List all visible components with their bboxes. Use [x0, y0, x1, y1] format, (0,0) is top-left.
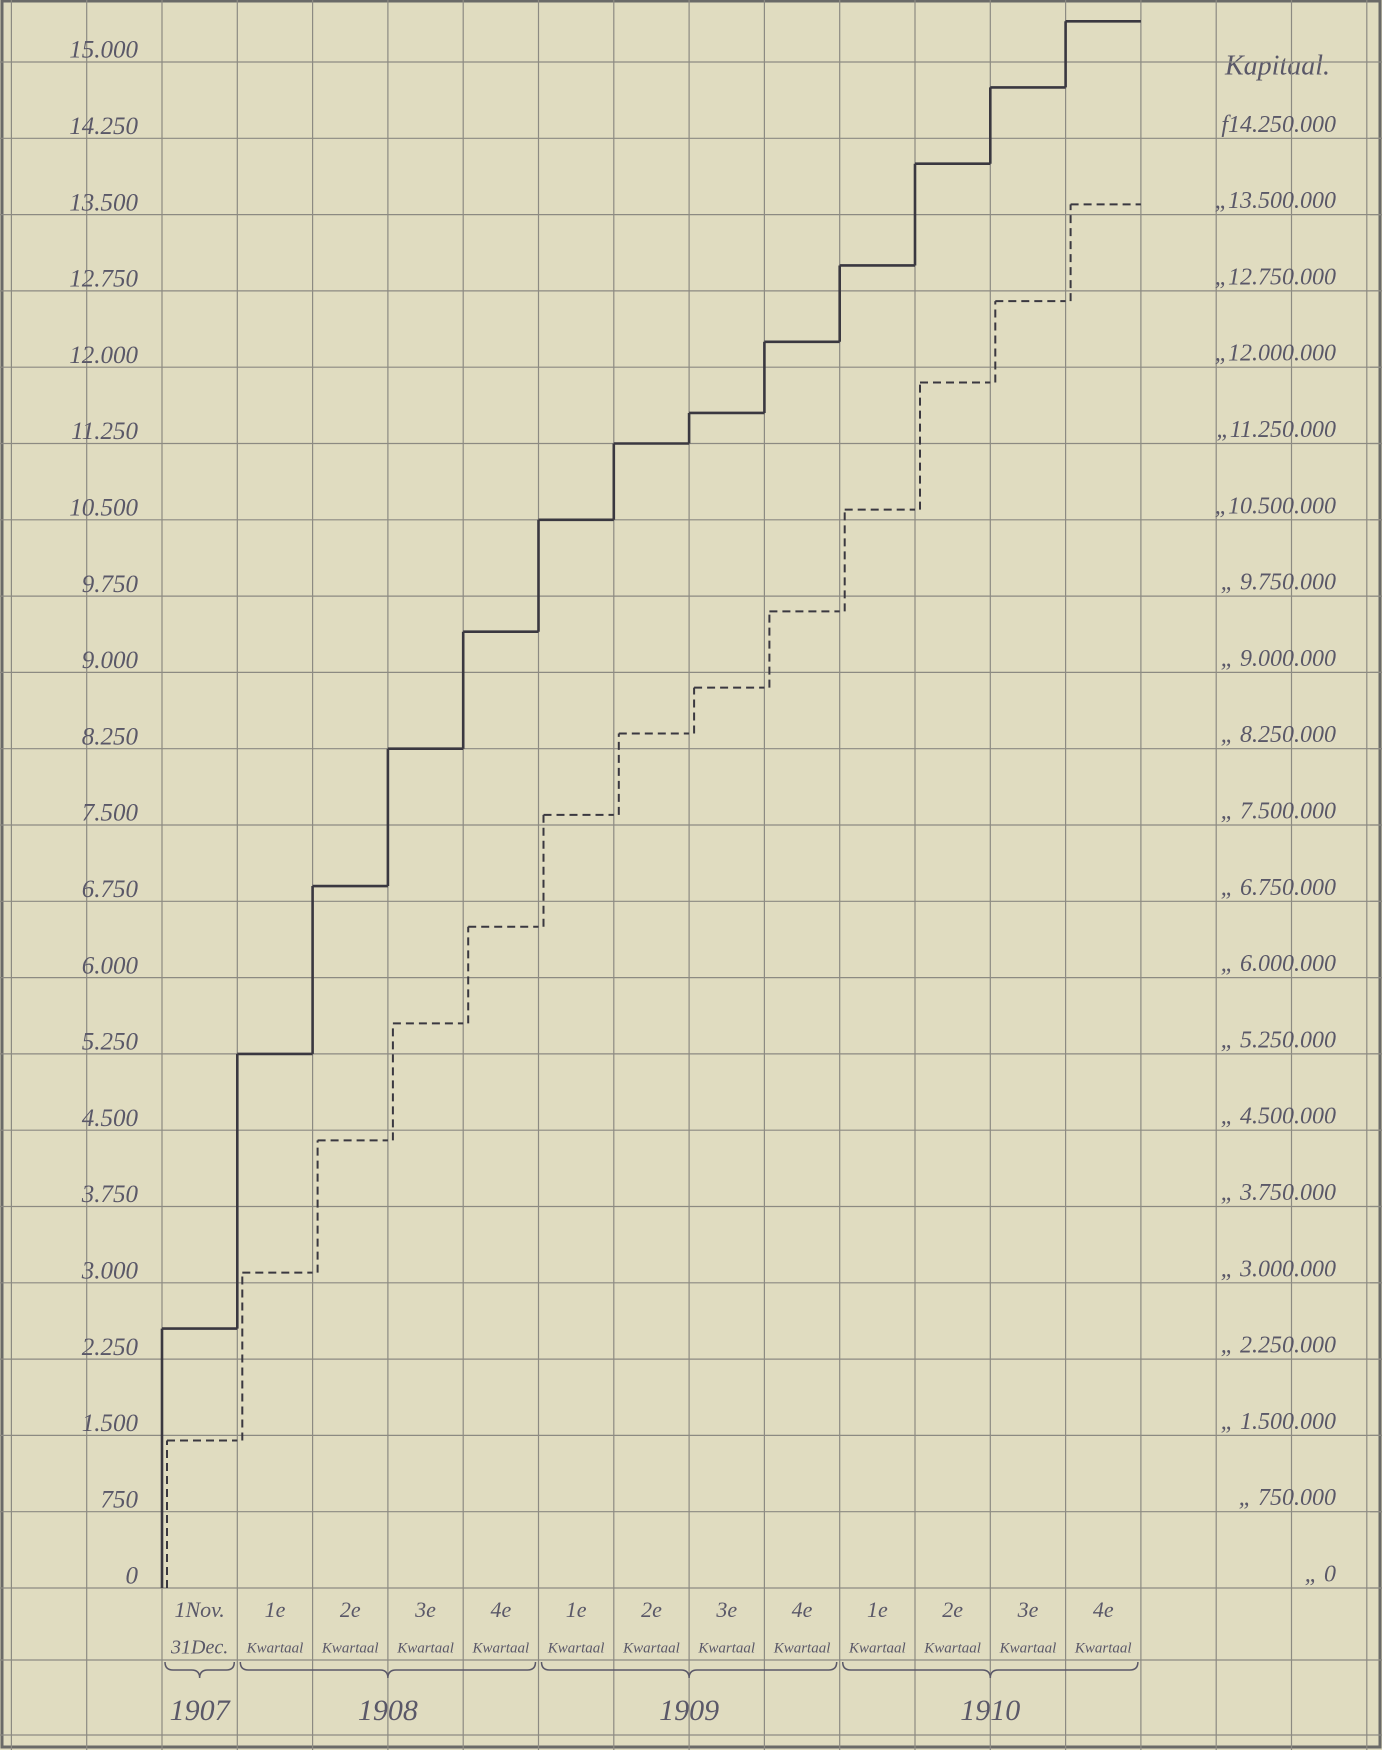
y-tick-label: 15.000: [69, 37, 138, 64]
year-label: 1907: [170, 1694, 232, 1727]
y2-tick-label: „12.000.000: [1215, 341, 1336, 367]
x-tick-label: Kwartaal: [396, 1640, 454, 1656]
y2-tick-label: „ 9.000.000: [1221, 646, 1336, 672]
x-tick-label: 1e: [265, 1597, 286, 1622]
x-tick-label: 4e: [490, 1597, 511, 1622]
y-tick-label: 6.750: [82, 876, 139, 903]
y2-tick-label: „ 2.250.000: [1221, 1333, 1336, 1359]
y2-tick-label: „ 0: [1305, 1562, 1336, 1588]
y2-tick-label: „ 5.250.000: [1221, 1027, 1336, 1053]
x-tick-label: 2e: [942, 1597, 963, 1622]
x-tick-label: Kwartaal: [848, 1640, 906, 1656]
x-tick-label: 2e: [641, 1597, 662, 1622]
y-tick-label: 4.500: [82, 1105, 139, 1132]
y-tick-label: 0: [126, 1563, 139, 1590]
x-tick-label: Kwartaal: [547, 1640, 605, 1656]
y-tick-label: 2.250: [82, 1334, 139, 1361]
y-tick-label: 12.000: [69, 342, 138, 369]
y2-tick-label: „11.250.000: [1216, 417, 1336, 443]
x-tick-label: Kwartaal: [697, 1640, 755, 1656]
y-tick-label: 7.500: [82, 800, 139, 827]
y2-tick-label: „ 3.750.000: [1221, 1180, 1336, 1206]
year-label: 1909: [659, 1694, 719, 1727]
x-tick-label: 4e: [1093, 1597, 1114, 1622]
x-tick-label: 2e: [340, 1597, 361, 1622]
y-tick-label: 5.250: [82, 1029, 139, 1056]
y2-tick-label: „ 3.000.000: [1221, 1256, 1336, 1282]
y2-tick-label: „ 7.500.000: [1221, 799, 1336, 825]
x-tick-label: 31Dec.: [170, 1637, 228, 1659]
year-brace: [841, 1661, 1139, 1679]
y2-tick-label: f14.250.000: [1221, 112, 1336, 138]
y2-tick-label: „ 1.500.000: [1221, 1409, 1336, 1435]
y-tick-label: 3.000: [81, 1258, 139, 1285]
y2-tick-label: „ 6.000.000: [1221, 951, 1336, 977]
y-tick-label: 9.000: [82, 647, 139, 674]
y2-tick-label: „10.500.000: [1215, 493, 1336, 519]
y-tick-label: 8.250: [82, 723, 139, 750]
x-tick-label: 3e: [414, 1597, 436, 1622]
y-tick-label: 10.500: [69, 495, 138, 522]
x-tick-label: 1e: [867, 1597, 888, 1622]
x-tick-label: Kwartaal: [773, 1640, 831, 1656]
y2-tick-label: „ 6.750.000: [1221, 875, 1336, 901]
x-tick-label: 3e: [1017, 1597, 1039, 1622]
x-tick-label: Kwartaal: [622, 1640, 680, 1656]
y-tick-label: 750: [101, 1486, 139, 1513]
y2-tick-label: „ 4.500.000: [1221, 1104, 1336, 1130]
x-tick-label: Kwartaal: [923, 1640, 981, 1656]
year-brace: [164, 1661, 236, 1679]
y2-tick-label: „ 8.250.000: [1221, 722, 1336, 748]
year-brace: [239, 1661, 537, 1679]
year-brace: [540, 1661, 838, 1679]
x-tick-label: Kwartaal: [321, 1640, 379, 1656]
x-tick-label: 4e: [792, 1597, 813, 1622]
year-label: 1910: [960, 1694, 1020, 1727]
x-tick-label: Kwartaal: [472, 1640, 530, 1656]
x-tick-label: 1Nov.: [174, 1597, 224, 1622]
y2-tick-label: „12.750.000: [1215, 264, 1336, 290]
x-tick-label: 3e: [715, 1597, 737, 1622]
y2-tick-label: „13.500.000: [1215, 188, 1336, 214]
year-label: 1908: [358, 1694, 418, 1727]
y2-tick-label: „ 9.750.000: [1221, 570, 1336, 596]
y-tick-label: 12.750: [69, 266, 138, 293]
y-tick-label: 13.500: [69, 189, 138, 216]
x-tick-label: Kwartaal: [999, 1640, 1057, 1656]
x-tick-label: 1e: [566, 1597, 587, 1622]
y-tick-label: 9.750: [82, 571, 139, 598]
y2-axis-title: Kapitaal.: [1224, 50, 1330, 81]
y-tick-label: 3.750: [81, 1181, 139, 1208]
y-tick-label: 11.250: [71, 418, 138, 445]
y2-tick-label: „ 750.000: [1239, 1485, 1336, 1511]
y-tick-label: 1.500: [82, 1410, 139, 1437]
x-tick-label: Kwartaal: [246, 1640, 304, 1656]
y-tick-label: 14.250: [69, 113, 138, 140]
y-tick-label: 6.000: [82, 952, 139, 979]
x-tick-label: Kwartaal: [1074, 1640, 1132, 1656]
